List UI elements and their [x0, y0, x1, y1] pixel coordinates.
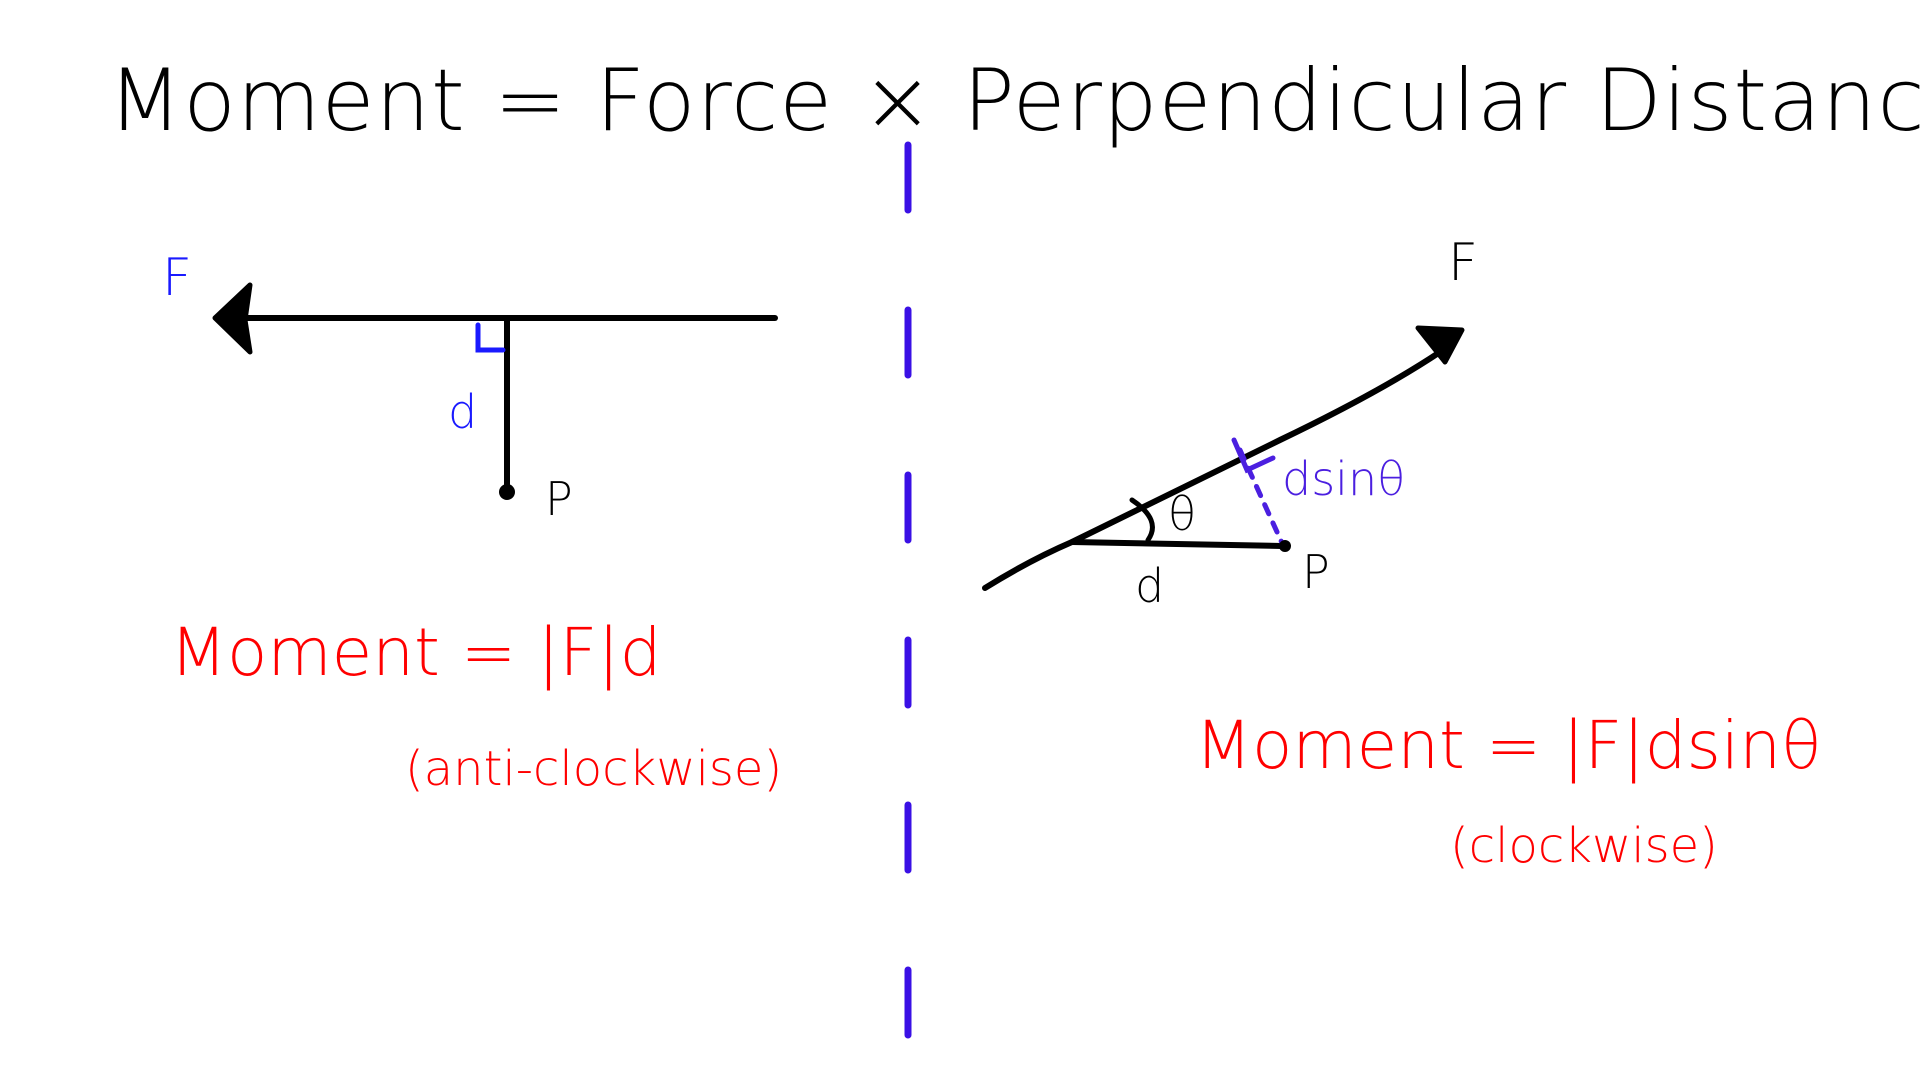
left-point-label: P [545, 472, 573, 526]
right-direction-note: (clockwise) [1450, 818, 1718, 874]
right-pivot-point [1279, 540, 1291, 552]
left-arrowhead-icon [212, 282, 253, 355]
right-force-line [982, 349, 1443, 591]
left-pivot-point [499, 484, 515, 500]
right-moment-formula: Moment = |F|dsinθ [1195, 707, 1821, 784]
right-force-label: F [1448, 233, 1478, 293]
right-arrowhead-icon [1415, 325, 1465, 365]
right-angle-label: θ [1168, 487, 1196, 541]
right-point-label: P [1302, 545, 1330, 599]
page-title: Moment = Force × Perpendicular Distance [108, 51, 1920, 151]
left-direction-note: (anti-clockwise) [405, 741, 782, 797]
right-right-angle-icon [1231, 437, 1276, 474]
left-distance-label: d [448, 385, 477, 439]
right-distance-line [1069, 539, 1285, 549]
right-angle-arc [1129, 497, 1155, 543]
left-force-label: F [162, 248, 192, 308]
left-right-angle-icon [475, 322, 506, 353]
right-distance-label: d [1135, 559, 1164, 613]
left-moment-formula: Moment = |F|d [170, 614, 662, 691]
right-diagram: F θ d dsinθ P Moment = |F|dsinθ (clockwi… [982, 233, 1821, 874]
right-perp-label: dsinθ [1282, 452, 1405, 506]
right-perpendicular-line [1237, 447, 1285, 546]
left-diagram: F d P Moment = |F|d (anti-clockwise) [162, 248, 782, 797]
